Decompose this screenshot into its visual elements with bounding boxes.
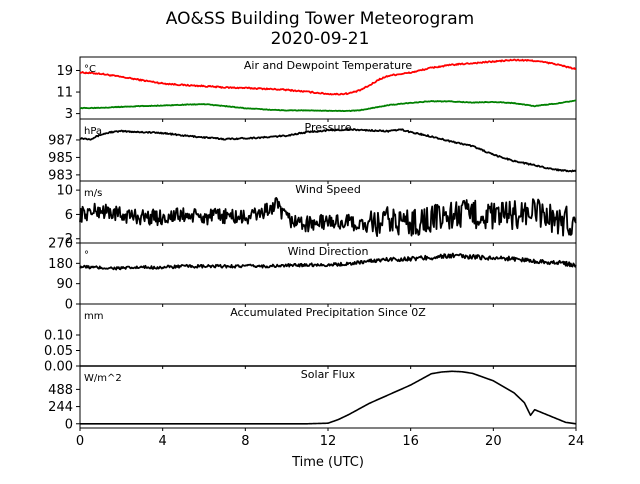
panel-unit: hPa xyxy=(84,126,102,137)
figure-date: 2020-09-21 xyxy=(271,29,370,49)
x-tick-label: 16 xyxy=(402,434,419,449)
panel-title: Solar Flux xyxy=(301,368,356,381)
y-tick-label: 0.05 xyxy=(44,344,73,359)
panel-title: Accumulated Precipitation Since 0Z xyxy=(230,306,426,319)
panel-unit: °C xyxy=(84,64,96,75)
panel-temperature: 3 11 19 Air and Dewpoint Temperature °C xyxy=(56,56,577,122)
panel-pressure: 983 985 987 Pressure hPa xyxy=(48,118,577,184)
y-tick-label: 180 xyxy=(48,257,73,272)
y-tick-label: 987 xyxy=(48,133,73,148)
x-tick-label: 20 xyxy=(485,434,502,449)
x-tick-label: 0 xyxy=(76,434,84,449)
panel-unit: ° xyxy=(84,250,89,261)
y-tick-label: 11 xyxy=(56,86,73,101)
panel-unit: mm xyxy=(84,311,103,322)
x-axis: 0 4 8 12 16 20 24 xyxy=(76,434,584,449)
y-tick-label: 985 xyxy=(48,151,73,166)
y-tick-label: 6 xyxy=(65,208,73,223)
panel-unit: W/m^2 xyxy=(84,373,122,384)
series-line xyxy=(79,99,577,113)
y-tick-label: 0.00 xyxy=(44,360,73,375)
panel-solar-flux: 0 244 488 Solar Flux W/m^2 xyxy=(48,365,577,432)
y-tick-label: 270 xyxy=(48,237,73,252)
panel-title: Wind Speed xyxy=(295,183,361,196)
y-tick-label: 244 xyxy=(48,400,73,415)
y-tick-label: 0 xyxy=(65,298,73,313)
series-line xyxy=(79,197,577,238)
panel-title: Wind Direction xyxy=(288,245,369,258)
y-tick-label: 90 xyxy=(56,277,73,292)
y-tick-label: 3 xyxy=(65,107,73,122)
y-tick-label: 10 xyxy=(56,184,73,199)
figure-title: AO&SS Building Tower Meteorogram xyxy=(166,9,474,29)
x-tick-label: 4 xyxy=(159,434,167,449)
panel-title: Pressure xyxy=(305,121,352,134)
series-line xyxy=(79,127,577,173)
x-tick-label: 24 xyxy=(568,434,585,449)
x-tick-label: 8 xyxy=(241,434,249,449)
y-tick-label: 2 xyxy=(65,232,73,247)
x-axis-label: Time (UTC) xyxy=(291,455,364,470)
y-tick-label: 488 xyxy=(48,383,73,398)
series-line xyxy=(79,58,577,96)
panel-wind-direction: 0 90 180 270 Wind Direction ° xyxy=(48,237,577,313)
panel-precipitation: 0.000.050.10 Accumulated Precipitation Si… xyxy=(44,303,577,375)
x-tick-label: 12 xyxy=(320,434,337,449)
panel-wind-speed: 2 6 10 Wind Speed m/s xyxy=(56,180,577,247)
series-line xyxy=(79,252,577,271)
panel-title: Air and Dewpoint Temperature xyxy=(244,59,412,72)
series-line xyxy=(80,370,577,425)
y-tick-label: 0 xyxy=(65,417,73,432)
panel-unit: m/s xyxy=(84,188,102,199)
y-tick-label: 983 xyxy=(48,168,73,183)
y-tick-label: 0.10 xyxy=(44,329,73,344)
y-tick-label: 19 xyxy=(56,64,73,79)
